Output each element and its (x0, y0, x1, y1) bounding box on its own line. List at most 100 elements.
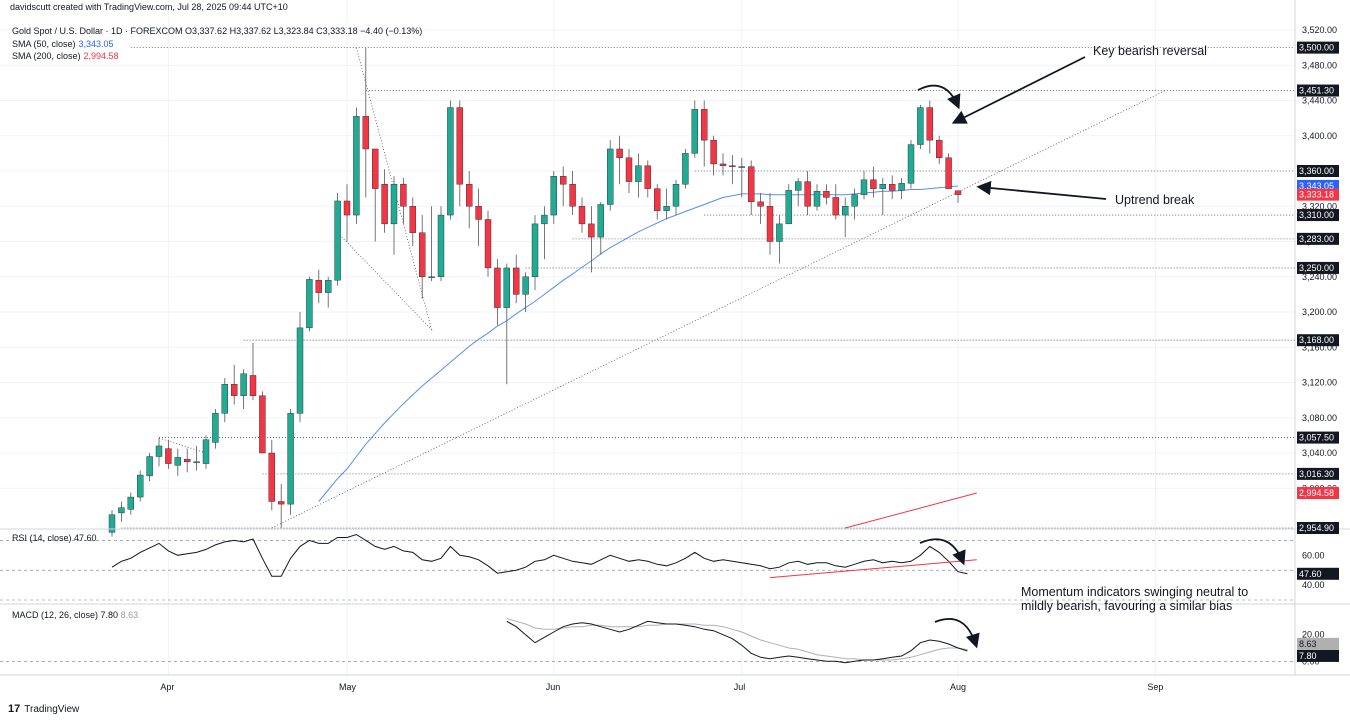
candle-body-10 (202, 439, 210, 464)
sma200-value: 2,994.58 (83, 51, 119, 61)
price-tick-label: 3,040.00 (1302, 448, 1337, 458)
rsi-pane (0, 533, 1295, 601)
candle-body-20 (296, 327, 304, 414)
candle-body-60 (672, 184, 680, 207)
rsi-legend: RSI (14, close) 47.60 (12, 533, 97, 543)
credit-line: davidscutt created with TradingView.com,… (10, 2, 288, 12)
candle-body-22 (315, 280, 322, 293)
candle-body-58 (654, 188, 661, 211)
candle-body-77 (832, 197, 839, 216)
level-label: 3,451.30 (1299, 86, 1334, 96)
candle-body-83 (889, 184, 896, 191)
candle-body-41 (494, 267, 501, 308)
price-tick-label: 3,480.00 (1302, 60, 1337, 70)
pattern-line-2 (158, 437, 207, 454)
candle-body-4 (146, 456, 153, 477)
candle-body-46 (541, 214, 548, 225)
level-label-bg-7 (1297, 431, 1339, 444)
time-axis-label: Aug (950, 682, 966, 692)
macd-legend-text: MACD (12, 26, close) 7.80 (12, 610, 119, 620)
macd-line (506, 620, 968, 664)
price-tick-label: 3,520.00 (1302, 25, 1337, 35)
candle-body-5 (155, 445, 163, 457)
candle-body-56 (635, 165, 642, 182)
sma50-label: SMA (50, close) (12, 39, 76, 49)
candle-body-49 (569, 184, 576, 207)
candle-body-42 (503, 267, 510, 308)
candle-body-43 (513, 267, 520, 295)
annotation-uptrend-break: Uptrend break (1115, 193, 1195, 207)
candle-body-34 (428, 276, 435, 278)
time-axis-label: Jul (734, 682, 746, 692)
level-label-bg-1 (1297, 84, 1339, 97)
candle-body-15 (249, 375, 257, 396)
level-label: 2,954.90 (1299, 523, 1334, 533)
candle-body-6 (165, 448, 172, 464)
moving-averages (318, 185, 977, 529)
candle-body-59 (663, 206, 670, 211)
price-tick-label: 3,320.00 (1302, 201, 1337, 211)
level-label: 3,310.00 (1299, 210, 1334, 220)
candle-body-76 (823, 191, 830, 198)
curved-arrow-rsi (919, 538, 966, 566)
candle-body-27 (362, 116, 369, 150)
annotation-bearish-reversal: Key bearish reversal (1093, 44, 1207, 58)
candle-body-75 (813, 191, 821, 207)
level-label-bg-6 (1297, 334, 1339, 347)
candle-body-12 (221, 384, 229, 414)
time-axis-label: Sep (1147, 682, 1163, 692)
sma50-line (318, 185, 959, 502)
level-label-bg-5 (1297, 261, 1339, 274)
candle-body-31 (400, 184, 407, 207)
candle-body-87 (926, 107, 933, 141)
candle-body-82 (879, 184, 886, 189)
level-label-bg-4 (1297, 232, 1339, 245)
candle-body-86 (917, 107, 924, 145)
level-label-bg-2 (1297, 165, 1339, 178)
level-label-bg-0 (1297, 41, 1339, 54)
candle-body-88 (936, 139, 943, 158)
candle-body-74 (804, 181, 811, 207)
candle-body-28 (372, 148, 379, 189)
annotation-arrows (917, 56, 1107, 649)
level-label-bg-8 (1297, 467, 1339, 480)
arrow-to-uptrend-break (976, 180, 1107, 200)
support-resistance-levels (121, 47, 1295, 529)
rsi-current-label: 47.60 (1299, 569, 1322, 579)
candle-body-24 (334, 200, 341, 281)
candle-body-14 (240, 373, 247, 396)
candle-body-26 (353, 116, 360, 216)
annotation-momentum-line2: mildly bearish, favouring a similar bias (1021, 599, 1233, 613)
candle-body-3 (136, 474, 144, 498)
level-label: 3,500.00 (1299, 43, 1334, 53)
tradingview-logo[interactable]: 17 TradingView (8, 703, 79, 715)
candle-body-64 (710, 139, 717, 165)
candle-body-79 (851, 194, 858, 207)
grid (0, 0, 1295, 675)
candle-body-65 (719, 163, 727, 166)
candle-body-39 (475, 206, 482, 220)
level-label: 3,016.30 (1299, 469, 1334, 479)
current-price-label: 2,994.58 (1299, 488, 1334, 498)
candle-body-2 (127, 496, 135, 510)
candle-body-45 (531, 223, 539, 277)
macd-signal-bg (1297, 637, 1339, 650)
macd-signal-label: 8.63 (1299, 639, 1317, 649)
curved-arrow-macd (934, 618, 980, 649)
candle-body-72 (785, 190, 792, 225)
candle-body-9 (193, 461, 200, 464)
candle-body-36 (447, 107, 454, 216)
pattern-line-1 (337, 47, 433, 332)
candle-body-73 (795, 181, 802, 191)
candle-body-38 (466, 184, 473, 207)
sma200-legend: SMA (200, close) 2,994.58 (12, 51, 119, 61)
macd-current-label: 7.80 (1299, 651, 1317, 661)
candle-body-89 (945, 157, 952, 189)
level-label: 3,283.00 (1299, 234, 1334, 244)
candle-body-50 (578, 206, 586, 225)
candle-body-57 (644, 165, 651, 189)
price-tick-label: 3,240.00 (1302, 272, 1337, 282)
rsi-current-bg (1297, 567, 1339, 580)
sma50-legend: SMA (50, close) 3,343.05 (12, 39, 114, 49)
candle-body-63 (701, 109, 708, 141)
